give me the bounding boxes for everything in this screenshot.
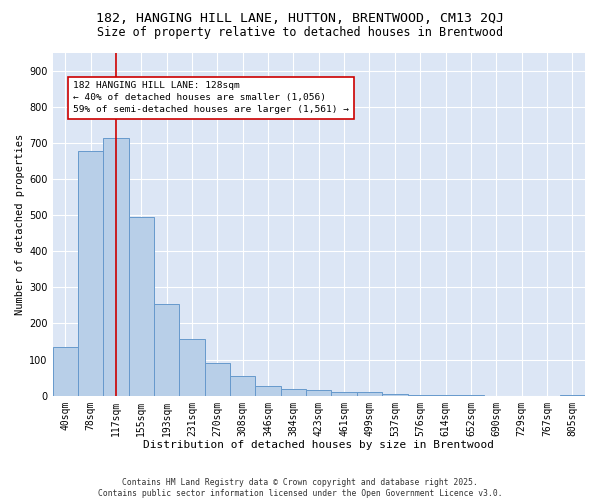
Bar — [306, 390, 331, 396]
Bar — [128, 217, 154, 396]
Bar — [281, 389, 306, 396]
Bar — [103, 138, 128, 396]
Y-axis label: Number of detached properties: Number of detached properties — [15, 134, 25, 314]
Bar — [357, 392, 382, 396]
Bar — [154, 304, 179, 396]
X-axis label: Distribution of detached houses by size in Brentwood: Distribution of detached houses by size … — [143, 440, 494, 450]
Text: Size of property relative to detached houses in Brentwood: Size of property relative to detached ho… — [97, 26, 503, 39]
Bar — [331, 392, 357, 396]
Text: 182 HANGING HILL LANE: 128sqm
← 40% of detached houses are smaller (1,056)
59% o: 182 HANGING HILL LANE: 128sqm ← 40% of d… — [73, 82, 349, 114]
Bar — [256, 386, 281, 396]
Bar — [179, 339, 205, 396]
Bar — [382, 394, 407, 396]
Bar — [53, 346, 78, 396]
Bar — [205, 363, 230, 396]
Text: Contains HM Land Registry data © Crown copyright and database right 2025.
Contai: Contains HM Land Registry data © Crown c… — [98, 478, 502, 498]
Bar — [230, 376, 256, 396]
Bar — [407, 394, 433, 396]
Text: 182, HANGING HILL LANE, HUTTON, BRENTWOOD, CM13 2QJ: 182, HANGING HILL LANE, HUTTON, BRENTWOO… — [96, 12, 504, 26]
Bar — [78, 151, 103, 396]
